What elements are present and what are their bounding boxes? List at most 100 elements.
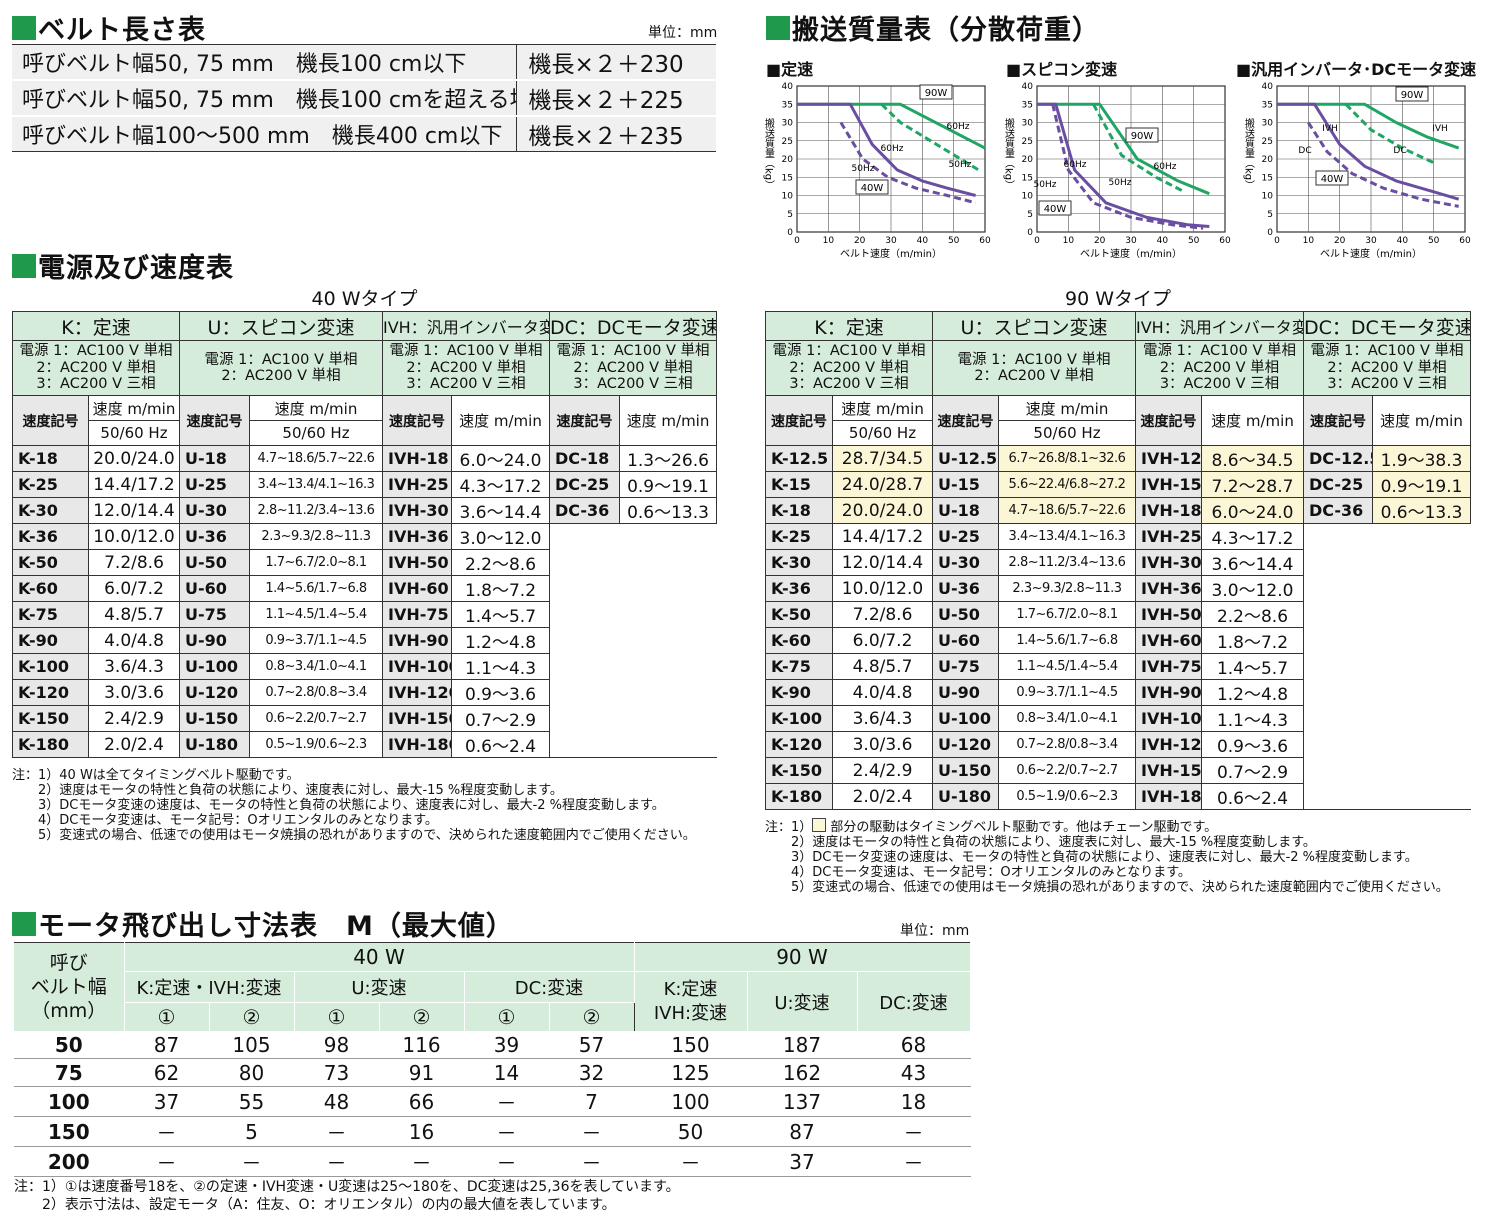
- series-line: [1051, 103, 1204, 230]
- speed-code: IVH-36: [382, 523, 452, 550]
- speed-code: IVH-75: [382, 601, 452, 628]
- speed-value: 3.0/3.6: [832, 731, 933, 758]
- y-tick-label: 5: [787, 210, 793, 220]
- y-tick-label: 0: [1027, 228, 1033, 238]
- speed-code: K-90: [12, 627, 89, 654]
- power-ivh: 電源 1：AC100 V 単相 2：AC200 V 単相 3：AC200 V 三相: [1135, 340, 1304, 396]
- dimension-value: －: [857, 1146, 971, 1177]
- header-k: K：定速: [12, 311, 180, 341]
- x-axis-label: ベルト速度（m/min）: [1320, 247, 1422, 260]
- speed-value: 7.2/8.6: [832, 601, 933, 628]
- y-tick-label: 5: [1027, 210, 1033, 220]
- table-caption: 90 Wタイプ: [765, 284, 1471, 312]
- header-u: U：スピコン変速: [179, 311, 383, 341]
- speed-code: IVH-25: [382, 471, 452, 498]
- speed-value: 6.0～24.0: [1201, 497, 1304, 524]
- x-tick-label: 0: [1274, 236, 1280, 246]
- speed-value: 28.7/34.5: [832, 445, 933, 472]
- speed-value: 14.4/17.2: [832, 523, 933, 550]
- dimension-value: 37: [124, 1086, 210, 1117]
- speed-code: K-15: [765, 471, 833, 498]
- y-axis-label: 搬送質量（kg）: [763, 117, 775, 190]
- empty-cell: [549, 653, 620, 680]
- speed-value: 3.0～12.0: [451, 523, 550, 550]
- series-line: [1277, 102, 1460, 201]
- power-u: 電源 1：AC100 V 単相 2：AC200 V 単相: [932, 340, 1136, 396]
- table-row: K-1203.0/3.6U-1200.7~2.8/0.8~3.4IVH-1200…: [12, 679, 717, 706]
- annotation-label: 40W: [1044, 204, 1067, 215]
- dimension-value: －: [124, 1146, 210, 1177]
- power-k: 電源 1：AC100 V 単相 2：AC200 V 単相 3：AC200 V 三相: [765, 340, 933, 396]
- series-line: [839, 121, 976, 205]
- x-tick-label: 50: [1188, 236, 1200, 246]
- speed-value: 1.1～4.3: [451, 653, 550, 680]
- speed-code: IVH-180: [382, 731, 452, 758]
- speed-value: 0.9~3.7/1.1~4.5: [249, 627, 383, 654]
- speed-code: U-150: [932, 757, 999, 784]
- speed-value: 2.3~9.3/2.8~11.3: [998, 575, 1136, 602]
- y-tick-label: 25: [782, 137, 793, 147]
- speed-value: 6.0/7.2: [88, 575, 180, 602]
- annotation-label: 60Hz: [947, 122, 970, 132]
- dimension-value: 37: [747, 1146, 858, 1177]
- speed-value: 3.4~13.4/4.1~16.3: [998, 523, 1136, 550]
- speed-code: IVH-100: [382, 653, 452, 680]
- speed-code: U-90: [179, 627, 250, 654]
- belt-width: 50: [14, 1031, 125, 1059]
- empty-cell: [619, 679, 717, 706]
- annotation-label: 40W: [1321, 174, 1344, 185]
- y-tick-label: 25: [1022, 137, 1033, 147]
- x-tick-label: 40: [1157, 236, 1169, 246]
- annotation-box: [1125, 127, 1159, 143]
- y-tick-label: 20: [1022, 155, 1034, 165]
- y-tick-label: 15: [1022, 173, 1033, 183]
- speed-code: U-180: [179, 731, 250, 758]
- empty-cell: [1372, 757, 1471, 784]
- x-axis-label: ベルト速度（m/min）: [840, 247, 942, 260]
- series-line: [1344, 103, 1435, 165]
- speed-value: 0.9～19.1: [1371, 471, 1472, 498]
- speed-code: K-180: [12, 731, 89, 758]
- y-axis-label: 搬送質量（kg）: [1243, 117, 1255, 190]
- speed-code: K-30: [12, 497, 89, 524]
- speed-value: 1.1～4.3: [1201, 705, 1304, 732]
- speed-code: IVH-30: [382, 497, 452, 524]
- speed-code: IVH-150: [1135, 757, 1202, 784]
- table-row: K-1502.4/2.9U-1500.6~2.2/0.7~2.7IVH-1500…: [12, 705, 717, 732]
- speed-code: DC-36: [1303, 497, 1373, 524]
- speed-value: 1.8～7.2: [451, 575, 550, 602]
- motor-unit: 単位：mm: [900, 923, 970, 939]
- speed-value: 3.6/4.3: [832, 705, 933, 732]
- table-row: K-1203.0/3.6U-1200.7~2.8/0.8~3.4IVH-1200…: [765, 731, 1471, 758]
- dimension-value: 68: [857, 1031, 971, 1059]
- empty-cell: [1303, 783, 1373, 810]
- dimension-value: －: [209, 1146, 295, 1177]
- table-row: K-18 20.0/24.0 U-18 4.7~18.6/5.7~22.6 IVH-18…: [765, 497, 1472, 524]
- empty-cell: [1372, 575, 1471, 602]
- table-row: K-30 12.0/14.4 U-30 2.8~11.2/3.4~13.6 IVH-30…: [765, 549, 1471, 576]
- width-header: 呼び ベルト幅 （mm）: [14, 942, 125, 1031]
- dimension-value: 5: [209, 1116, 295, 1147]
- speed-value: 0.7~2.8/0.8~3.4: [249, 679, 383, 706]
- speed-code: IVH-120: [382, 679, 452, 706]
- speed-code: K-50: [765, 601, 833, 628]
- table-row: 50 87 105 98 116 39 57 150 187 68: [14, 1031, 971, 1059]
- y-tick-label: 20: [1262, 155, 1274, 165]
- speed-code: IVH-120: [1135, 731, 1202, 758]
- speed-code: U-90: [932, 679, 999, 706]
- y-tick-label: 5: [1267, 210, 1273, 220]
- empty-cell: [1303, 705, 1373, 732]
- header-dc: DC：DCモータ変速: [548, 311, 718, 341]
- speed-value: 0.6～13.3: [1371, 497, 1472, 524]
- speed-code: IVH-60: [1135, 627, 1202, 654]
- dimension-value: 162: [747, 1058, 858, 1087]
- series-line: [797, 102, 976, 197]
- speed-value: 1.7~6.7/2.0~8.1: [249, 549, 383, 576]
- speed-code: K-100: [765, 705, 833, 732]
- speed-code: U-12.5: [932, 445, 999, 472]
- table-row: 呼びベルト幅50, 75 mm 機長100 cmを超える場合 機長×２＋225: [12, 79, 716, 116]
- speed-value: 6.0/7.2: [832, 627, 933, 654]
- empty-cell: [619, 731, 717, 758]
- speed-value: 0.6～13.3: [618, 497, 718, 524]
- speed-code: U-25: [932, 523, 999, 550]
